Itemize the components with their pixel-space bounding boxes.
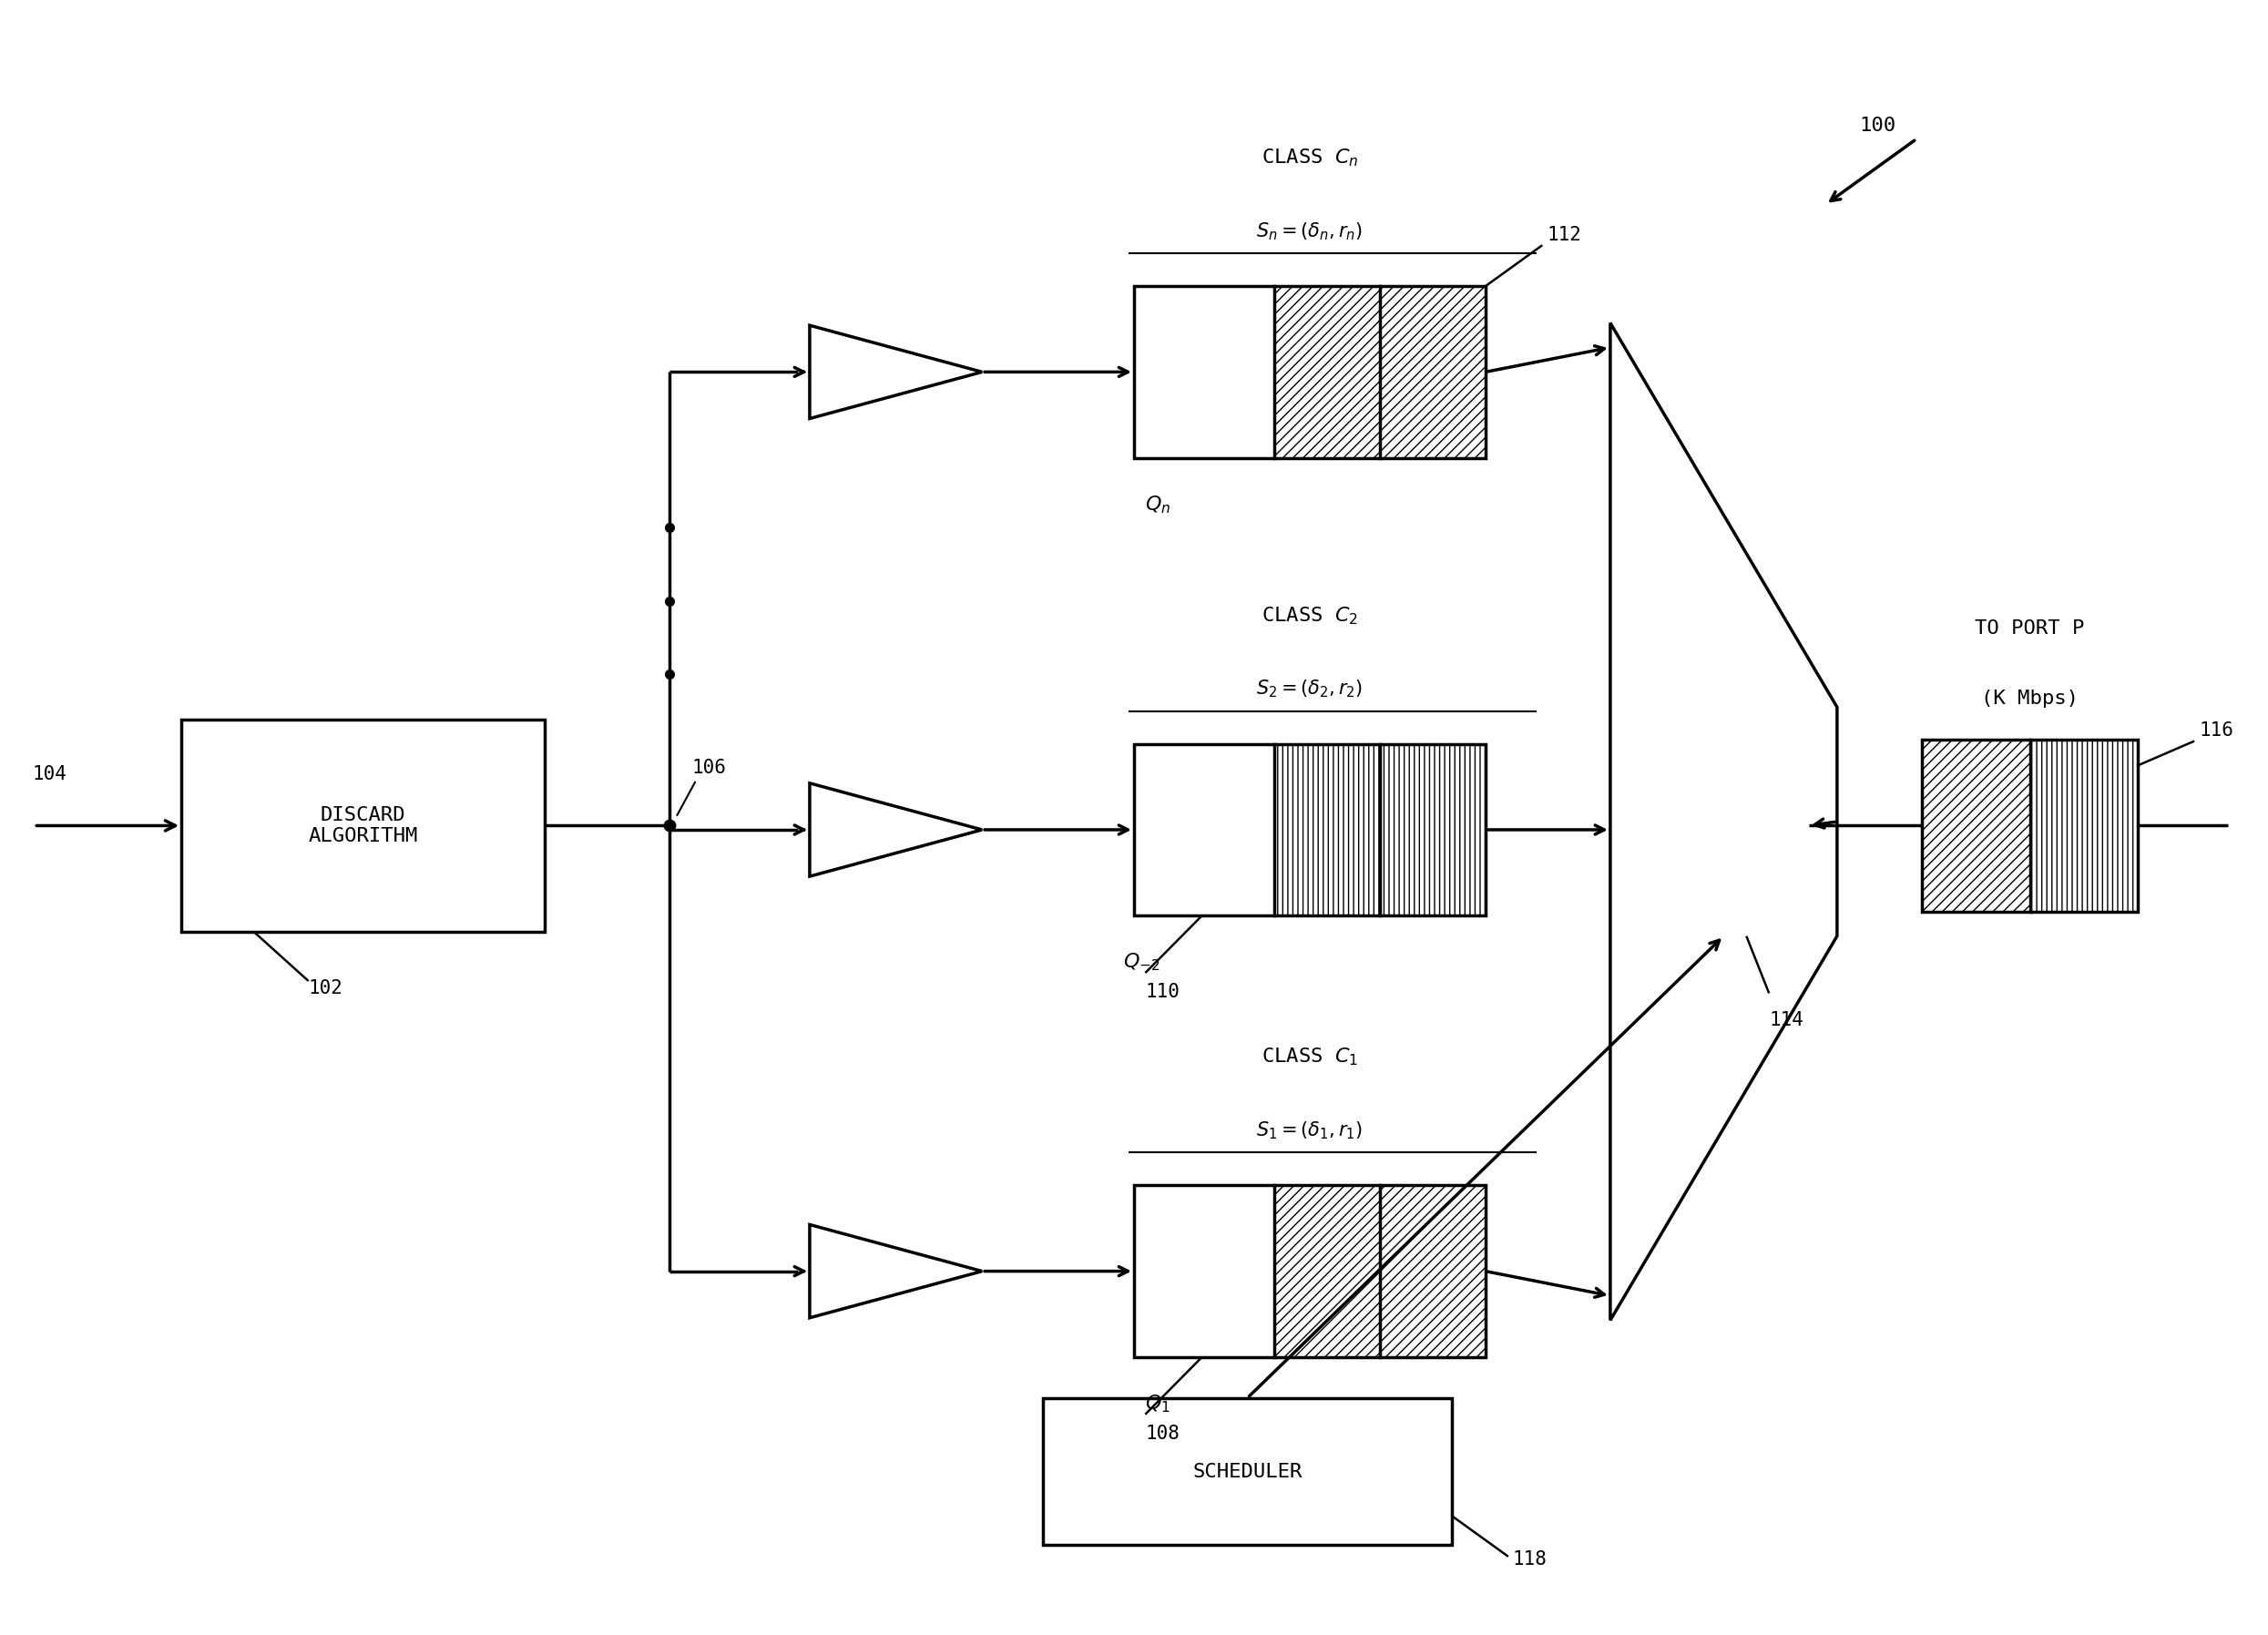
Bar xyxy=(1134,286,1486,458)
Bar xyxy=(1381,1185,1486,1357)
Bar xyxy=(1275,744,1379,916)
Text: CLASS $C_2$: CLASS $C_2$ xyxy=(1261,605,1359,626)
Text: $Q_n$: $Q_n$ xyxy=(1145,494,1170,515)
Text: 110: 110 xyxy=(1145,983,1179,1001)
Text: CLASS $C_1$: CLASS $C_1$ xyxy=(1261,1046,1359,1068)
Bar xyxy=(2030,739,2139,912)
Text: 118: 118 xyxy=(1513,1550,1547,1568)
Text: $S_1 = (\delta_1, r_1)$: $S_1 = (\delta_1, r_1)$ xyxy=(1256,1120,1363,1141)
Text: 106: 106 xyxy=(692,759,726,777)
Text: 108: 108 xyxy=(1145,1424,1179,1442)
Text: (K Mbps): (K Mbps) xyxy=(1982,690,2077,708)
Text: 100: 100 xyxy=(1860,116,1896,134)
Bar xyxy=(1381,744,1486,916)
Bar xyxy=(1134,1185,1486,1357)
Text: 104: 104 xyxy=(32,765,68,783)
Text: $S_n = (\delta_n, r_n)$: $S_n = (\delta_n, r_n)$ xyxy=(1256,221,1363,242)
Bar xyxy=(1043,1398,1452,1545)
Bar xyxy=(1923,739,2030,912)
Bar xyxy=(1134,744,1486,916)
Text: 114: 114 xyxy=(1769,1012,1803,1030)
Bar xyxy=(1381,286,1486,458)
Bar xyxy=(181,719,544,932)
Text: TO PORT P: TO PORT P xyxy=(1975,620,2084,638)
Text: 102: 102 xyxy=(308,979,342,997)
Bar xyxy=(1923,739,2136,912)
Text: CLASS $C_n$: CLASS $C_n$ xyxy=(1261,147,1359,168)
Text: SCHEDULER: SCHEDULER xyxy=(1193,1462,1302,1481)
Text: 112: 112 xyxy=(1547,226,1581,244)
Text: $S_2 = (\delta_2, r_2)$: $S_2 = (\delta_2, r_2)$ xyxy=(1256,679,1363,700)
Bar xyxy=(1275,1185,1379,1357)
Text: 116: 116 xyxy=(2200,721,2234,739)
Bar xyxy=(1275,286,1379,458)
Text: $Q_{-2}$: $Q_{-2}$ xyxy=(1123,952,1159,973)
Text: DISCARD
ALGORITHM: DISCARD ALGORITHM xyxy=(308,806,417,845)
Text: $Q_1$: $Q_1$ xyxy=(1145,1393,1170,1414)
